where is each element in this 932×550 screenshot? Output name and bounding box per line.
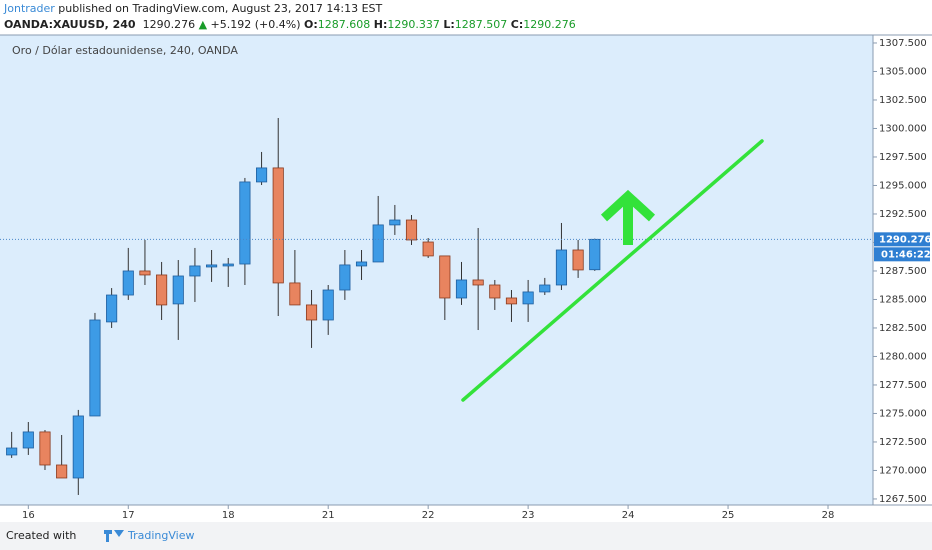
footer-bar <box>0 522 932 550</box>
candle-body <box>22 431 34 449</box>
y-tick-label: 1307.500 <box>879 38 927 49</box>
symbol: OANDA:XAUUSD, 240 <box>4 18 136 31</box>
candle-body <box>222 263 234 267</box>
x-tick-label: 24 <box>622 510 635 521</box>
candle-body <box>555 249 568 286</box>
ohlc-value: 1290.276 <box>523 18 576 31</box>
y-tick-label: 1270.000 <box>879 465 927 476</box>
candle-body <box>6 447 18 456</box>
candle-body <box>256 167 268 183</box>
header-line-1: Jontrader published on TradingView.com, … <box>4 1 576 17</box>
header-line-2: OANDA:XAUUSD, 240 1290.276 ▲ +5.192 (+0.… <box>4 17 576 33</box>
y-tick-label: 1285.000 <box>879 294 927 305</box>
y-tick-label: 1282.500 <box>879 323 927 334</box>
axes: 1267.500 1270.000 1272.500 1275.000 1277.500… <box>22 38 932 521</box>
ohlc-value: 1287.507 <box>454 18 508 31</box>
candle-body <box>122 270 134 296</box>
candle-body <box>355 261 368 267</box>
candle-body <box>305 304 318 321</box>
candle-body <box>572 249 584 271</box>
ohlc-label: C: <box>510 18 524 31</box>
candle-body <box>156 274 168 306</box>
y-tick-label: 1295.000 <box>879 180 927 191</box>
candle-body <box>39 431 51 466</box>
x-tick-label: 25 <box>722 510 735 521</box>
candle-body <box>489 284 501 299</box>
countdown-box <box>874 247 930 262</box>
header: Jontrader published on TradingView.com, … <box>4 1 576 33</box>
candle-body <box>405 219 418 241</box>
price-label-box <box>874 232 930 247</box>
candle-body <box>289 282 301 306</box>
author[interactable]: Jontrader <box>4 2 55 15</box>
y-tick-label: 1297.500 <box>879 152 927 163</box>
y-tick-label: 1272.500 <box>879 437 927 448</box>
x-tick-label: 18 <box>222 510 235 521</box>
last: 1290.276 <box>142 18 196 31</box>
y-tick-label: 1287.500 <box>879 266 927 277</box>
candle-body <box>439 255 451 299</box>
x-tick-label: 23 <box>522 510 535 521</box>
x-tick-label: 21 <box>322 510 335 521</box>
ohlc-label: L: <box>443 18 455 31</box>
y-tick-label: 1280.000 <box>879 351 927 362</box>
candle-body <box>239 181 251 265</box>
candle-body <box>272 167 284 284</box>
x-tick-label: 17 <box>122 510 135 521</box>
candle-body <box>89 319 101 417</box>
arrow-head <box>600 189 656 222</box>
x-tick-label: 28 <box>822 510 835 521</box>
ohlc-value: 1287.608 <box>317 18 371 31</box>
brand-logo <box>104 530 124 542</box>
candle-body <box>422 241 434 257</box>
ohlc-value: 1290.337 <box>387 18 440 31</box>
candle-body <box>589 238 601 271</box>
ohlc-label: H: <box>373 18 388 31</box>
chart-title: Oro / Dólar estadounidense, 240, OANDA <box>12 44 238 57</box>
published: published on TradingView.com, August 23,… <box>58 2 383 15</box>
price-axis <box>873 35 932 522</box>
candle-body <box>322 289 334 321</box>
y-tick-label: 1277.500 <box>879 380 927 391</box>
y-tick-label: 1267.500 <box>879 494 927 505</box>
ohlc-label: O: <box>304 18 318 31</box>
y-tick-label: 1302.500 <box>879 95 927 106</box>
created-with: Created with <box>6 529 76 542</box>
trend-line <box>461 139 764 402</box>
candle-body <box>56 464 68 479</box>
candles <box>0 117 873 495</box>
price-label: 1290.276 <box>879 234 932 245</box>
candle-body <box>339 264 351 291</box>
y-tick-label: 1305.000 <box>879 66 927 77</box>
candle-body <box>372 224 384 263</box>
candle-body <box>189 265 201 277</box>
change: +5.192 (+0.4%) <box>210 18 301 31</box>
candle-body <box>505 297 518 305</box>
up-arrow: ▲ <box>198 18 208 31</box>
x-tick-label: 22 <box>422 510 435 521</box>
candle-body <box>206 264 218 268</box>
candle-body <box>172 275 184 305</box>
y-tick-label: 1292.500 <box>879 209 927 220</box>
candle-body <box>389 219 401 226</box>
ohlc: O:1287.608 H:1290.337 L:1287.507 C:1290.… <box>304 18 576 31</box>
candle-body <box>106 294 118 323</box>
countdown: 01:46:22 <box>881 249 931 260</box>
candle-body <box>139 270 151 276</box>
candle-body <box>72 415 84 479</box>
candle-body <box>455 279 468 299</box>
x-tick-label: 16 <box>22 510 35 521</box>
candle-body <box>522 291 534 305</box>
candle-body <box>539 284 551 293</box>
plot-background <box>0 35 873 505</box>
candle-body <box>472 279 484 286</box>
brand[interactable]: TradingView <box>127 529 194 542</box>
y-tick-label: 1275.000 <box>879 408 927 419</box>
y-tick-label: 1300.000 <box>879 123 927 134</box>
